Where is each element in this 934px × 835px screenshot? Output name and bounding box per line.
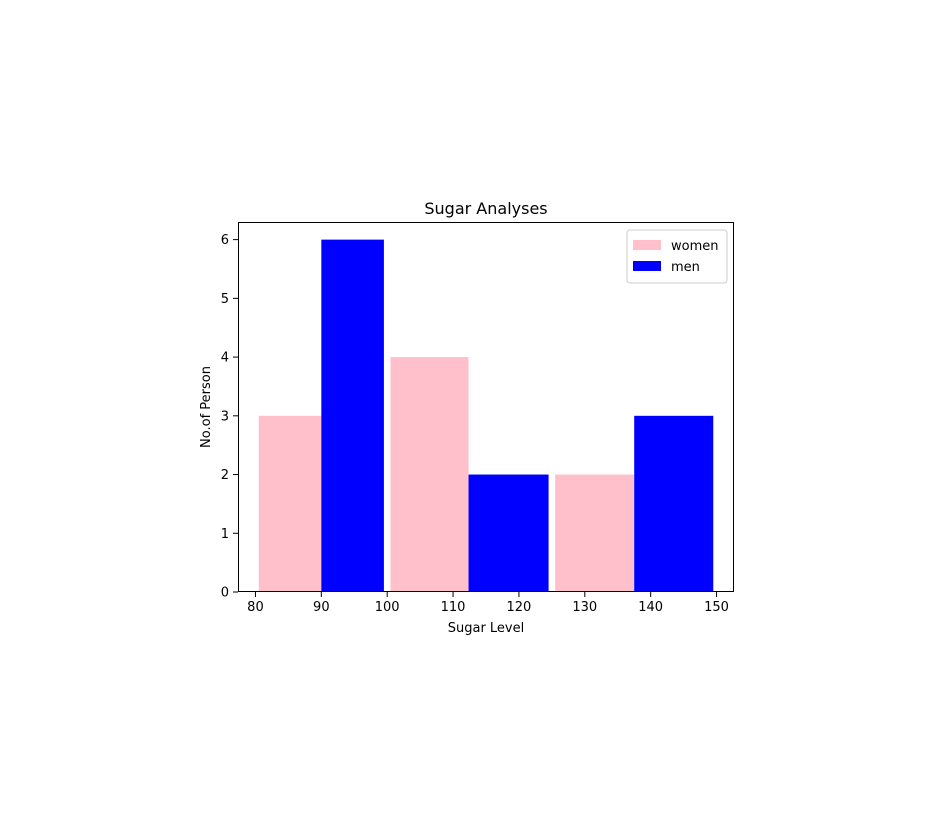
legend: women men	[626, 229, 728, 284]
y-tick-label: 6	[221, 233, 229, 248]
legend-label-women: women	[671, 239, 719, 254]
x-tick-label: 90	[313, 600, 330, 615]
bar-women-1	[390, 357, 469, 592]
bar-women-2	[555, 474, 635, 592]
x-tick-label: 130	[572, 600, 597, 615]
plot-frame	[238, 222, 734, 592]
x-tick-label: 140	[638, 600, 663, 615]
x-axis-label: Sugar Level	[448, 621, 525, 636]
y-axis-label: No.of Person	[199, 366, 214, 448]
bar-men-2	[634, 415, 714, 592]
y-tick-label: 3	[221, 409, 229, 424]
bar-men-0	[321, 239, 384, 592]
legend-swatch-men	[633, 261, 661, 271]
y-tick-label: 4	[221, 351, 229, 366]
bar-men-1	[468, 474, 549, 592]
legend-box	[626, 229, 728, 284]
bar-women-0	[258, 415, 322, 592]
x-tick-label: 120	[507, 600, 532, 615]
x-tick-label: 80	[247, 600, 264, 615]
y-tick-label: 0	[221, 586, 229, 601]
legend-swatch-women	[633, 240, 661, 250]
legend-label-men: men	[671, 260, 700, 275]
y-axis-ticks: 0 1 2 3 4 5 6	[221, 233, 238, 601]
x-axis-ticks: 80 90 100 110 120 130 140 150	[247, 592, 729, 615]
y-tick-label: 5	[221, 292, 229, 307]
x-tick-label: 100	[375, 600, 400, 615]
bars-layer	[258, 239, 714, 592]
x-tick-label: 110	[441, 600, 466, 615]
y-tick-label: 2	[221, 468, 229, 483]
x-tick-label: 150	[704, 600, 729, 615]
y-tick-label: 1	[221, 527, 229, 542]
chart-title: Sugar Analyses	[424, 199, 547, 218]
